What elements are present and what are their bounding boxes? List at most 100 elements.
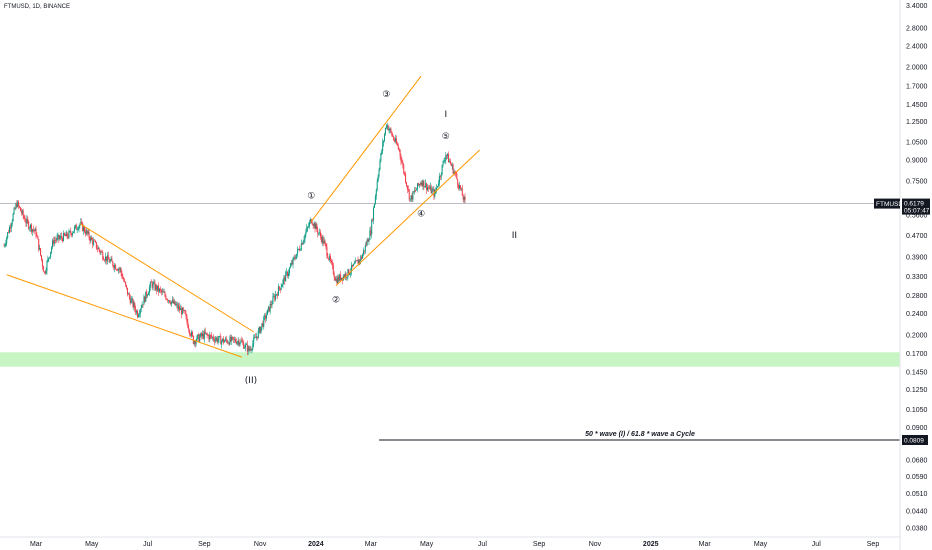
candle-body [112, 261, 114, 266]
candle-body [178, 306, 180, 309]
time-tick-label: Nov [589, 541, 602, 548]
candle-body [231, 336, 233, 341]
candle-body [307, 226, 309, 228]
candle-body [101, 251, 103, 253]
candle-body [188, 327, 190, 331]
candle-body [58, 234, 60, 240]
candle-body [333, 274, 335, 278]
candle-body [78, 225, 80, 230]
candle-body [204, 331, 206, 334]
candle-body [379, 161, 381, 170]
price-tick-label: 0.1450 [906, 370, 928, 377]
candle-body [296, 253, 298, 259]
symbol-info: FTMUSD, 1D, BINANCE [4, 4, 70, 10]
candle-body [357, 260, 359, 264]
candle-body [121, 272, 123, 278]
candle-body [259, 327, 261, 333]
candle-body [463, 196, 465, 200]
candle-body [30, 224, 32, 232]
candle-body [362, 254, 364, 259]
candle-body [139, 309, 141, 314]
candle-body [298, 248, 300, 250]
candle-body [313, 223, 315, 226]
candle-body [109, 260, 111, 263]
candle-body [392, 135, 394, 137]
candle-body [81, 221, 83, 223]
candle-body [25, 221, 27, 224]
time-tick-label: 2024 [308, 541, 324, 548]
candle-body [279, 288, 281, 290]
candle-body [237, 340, 239, 342]
candle-body [141, 304, 143, 308]
price-tick-label: 0.5600 [906, 213, 928, 220]
candle-body [153, 282, 155, 284]
candle-body [363, 250, 365, 252]
candle-body [171, 299, 173, 302]
candle-body [416, 189, 418, 191]
candle-body [239, 342, 241, 345]
candle-body [410, 195, 412, 199]
candle-body [300, 243, 302, 250]
candle-body [66, 232, 68, 237]
candle-body [195, 340, 197, 344]
trendline-1 [6, 274, 242, 358]
time-axis[interactable]: Mar May Jul Sep Nov 2024 Mar May Jul Sep Nov 2025 Ma… [30, 541, 879, 548]
candle-body [252, 343, 254, 349]
candle-body [83, 227, 85, 231]
candle-body [94, 240, 96, 242]
candle-body [35, 228, 37, 236]
candle-body [55, 240, 57, 241]
candle-body [70, 230, 72, 234]
candle-body [43, 271, 45, 273]
candle-body [182, 307, 184, 311]
candle-body [146, 291, 148, 296]
candle-body [175, 304, 177, 306]
price-tick-label: 0.1050 [906, 407, 928, 414]
candle-body [326, 246, 328, 256]
candle-body [26, 218, 28, 224]
candle-body [210, 334, 212, 336]
candle-body [386, 125, 388, 127]
candle-body [68, 231, 70, 238]
candle-body [234, 339, 236, 340]
candle-body [389, 128, 391, 130]
candle-body [272, 296, 274, 304]
candle-body [92, 239, 94, 245]
candle-body [341, 277, 343, 281]
time-tick-label: Jul [143, 541, 152, 548]
price-axis[interactable]: 3.4000 2.8000 2.4000 2.0000 1.7000 1.4500 1.25… [906, 3, 928, 533]
candle-body [228, 342, 230, 345]
candle-body [169, 300, 171, 303]
candle-body [33, 230, 35, 232]
candle-body [407, 189, 409, 190]
candle-body [51, 247, 53, 252]
candle-body [226, 340, 228, 343]
candle-body [8, 227, 10, 233]
time-tick-label: Mar [30, 541, 43, 548]
price-tick-label: 1.7000 [906, 83, 928, 90]
price-tick-label: 2.4000 [906, 43, 928, 50]
candle-body [84, 231, 86, 235]
candle-body [452, 164, 454, 174]
candle-body [294, 257, 296, 259]
candle-body [439, 175, 441, 177]
candle-body [437, 185, 439, 188]
candle-body [402, 162, 404, 165]
countdown-text: 05:07:47 [904, 208, 930, 215]
candle-body [214, 339, 216, 342]
candle-body [126, 285, 128, 288]
candle-body [314, 223, 316, 230]
time-tick-label: Jul [812, 541, 821, 548]
candle-body [401, 161, 403, 163]
candle-body [359, 259, 361, 262]
candle-body [367, 239, 369, 242]
candle-body [22, 210, 24, 216]
candle-body [456, 173, 458, 180]
trendline-2 [79, 223, 254, 333]
candle-body [299, 249, 301, 251]
candle-body [343, 275, 345, 278]
candle-body [14, 208, 16, 210]
candle-body [349, 273, 351, 275]
candle-body [67, 236, 69, 238]
